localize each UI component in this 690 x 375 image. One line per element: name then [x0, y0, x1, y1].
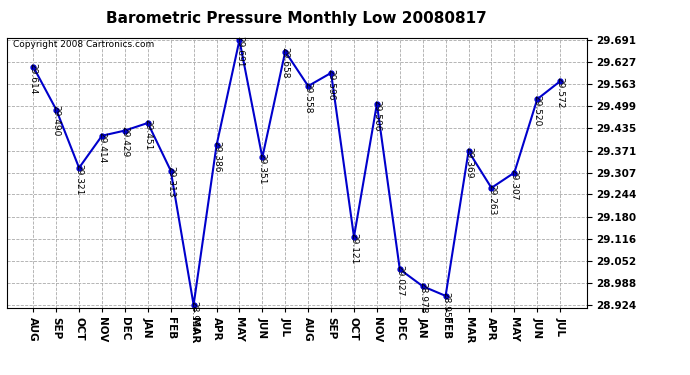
Text: 29.313: 29.313 [166, 166, 175, 198]
Text: 28.978: 28.978 [418, 282, 427, 314]
Text: 29.572: 29.572 [555, 77, 564, 108]
Text: 29.691: 29.691 [235, 36, 244, 68]
Text: 29.614: 29.614 [29, 63, 38, 94]
Text: 29.351: 29.351 [258, 153, 267, 185]
Text: 29.121: 29.121 [349, 233, 359, 264]
Text: Barometric Pressure Monthly Low 20080817: Barometric Pressure Monthly Low 20080817 [106, 11, 487, 26]
Text: 29.307: 29.307 [510, 168, 519, 200]
Text: 29.369: 29.369 [464, 147, 473, 178]
Text: 29.451: 29.451 [144, 119, 152, 150]
Text: 29.558: 29.558 [304, 82, 313, 113]
Text: 29.429: 29.429 [120, 126, 130, 158]
Text: 29.490: 29.490 [52, 105, 61, 137]
Text: 29.263: 29.263 [487, 184, 496, 215]
Text: 28.950: 28.950 [441, 292, 450, 323]
Text: 29.027: 29.027 [395, 265, 404, 297]
Text: 29.321: 29.321 [75, 164, 83, 195]
Text: 29.506: 29.506 [373, 100, 382, 131]
Text: 29.386: 29.386 [212, 141, 221, 173]
Text: 29.596: 29.596 [326, 69, 335, 100]
Text: 29.658: 29.658 [281, 47, 290, 79]
Text: 28.924: 28.924 [189, 301, 198, 332]
Text: 29.520: 29.520 [533, 95, 542, 126]
Text: Copyright 2008 Cartronics.com: Copyright 2008 Cartronics.com [12, 40, 154, 49]
Text: 29.414: 29.414 [97, 132, 106, 163]
